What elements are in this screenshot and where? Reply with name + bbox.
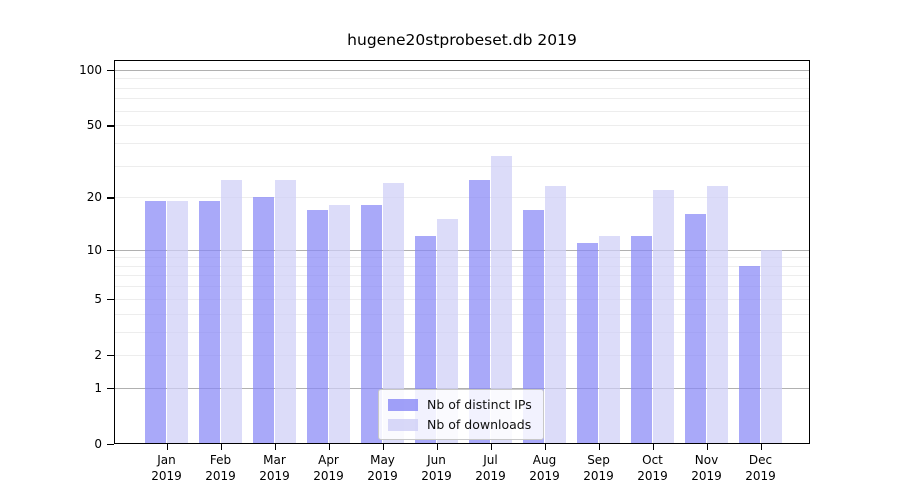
bar-aug-distinct-ips <box>522 209 545 444</box>
x-label-oct: Oct 2019 <box>637 453 668 483</box>
x-label-jun: Jun 2019 <box>421 453 452 483</box>
y-tick-10 <box>107 249 114 251</box>
major-gridline <box>114 387 810 389</box>
bar-feb-distinct-ips <box>198 201 221 444</box>
minor-gridline <box>114 125 810 127</box>
bar-sep-distinct-ips <box>576 242 599 444</box>
x-label-dec: Dec 2019 <box>745 453 776 483</box>
legend-label-downloads: Nb of downloads <box>427 417 532 432</box>
y-label-5: 5 <box>94 291 102 306</box>
bar-nov-distinct-ips <box>684 214 707 444</box>
minor-gridline <box>114 275 810 277</box>
x-tick-jan <box>166 444 168 450</box>
x-tick-apr <box>328 444 330 450</box>
bar-mar-downloads <box>274 179 297 444</box>
x-tick-feb <box>220 444 222 450</box>
legend-swatch-distinct-ips <box>388 398 418 411</box>
x-label-aug: Aug 2019 <box>529 453 560 483</box>
y-tick-5 <box>107 298 114 301</box>
legend-item-downloads: Nb of downloads <box>388 417 532 432</box>
minor-gridline <box>114 78 810 80</box>
bar-oct-downloads <box>652 189 675 444</box>
bar-dec-distinct-ips <box>738 265 761 444</box>
bar-jan-downloads <box>166 201 189 444</box>
y-label-20: 20 <box>86 190 102 205</box>
x-label-apr: Apr 2019 <box>313 453 344 483</box>
minor-gridline <box>114 110 810 112</box>
minor-gridline <box>114 298 810 300</box>
major-gridline <box>114 69 810 71</box>
y-label-50: 50 <box>86 118 102 133</box>
x-label-jul: Jul 2019 <box>475 453 506 483</box>
bar-may-downloads <box>382 183 405 444</box>
bar-nov-downloads <box>706 186 729 444</box>
y-label-1: 1 <box>94 380 102 395</box>
x-tick-sep <box>598 444 600 450</box>
minor-gridline <box>114 142 810 144</box>
legend: Nb of distinct IPs Nb of downloads <box>378 389 544 440</box>
y-label-10: 10 <box>86 242 102 257</box>
minor-gridline <box>114 313 810 315</box>
minor-gridline <box>114 257 810 259</box>
minor-gridline <box>114 165 810 167</box>
legend-item-distinct-ips: Nb of distinct IPs <box>388 397 532 412</box>
bar-oct-distinct-ips <box>630 236 653 444</box>
x-tick-dec <box>760 444 762 450</box>
bar-feb-downloads <box>220 179 243 444</box>
major-gridline <box>114 249 810 251</box>
x-tick-may <box>382 444 384 450</box>
y-tick-50 <box>107 125 114 127</box>
bar-apr-distinct-ips <box>306 209 329 444</box>
minor-gridline <box>114 331 810 333</box>
minor-gridline <box>114 265 810 267</box>
legend-label-distinct-ips: Nb of distinct IPs <box>427 397 532 412</box>
x-tick-jun <box>436 444 438 450</box>
bar-may-distinct-ips <box>360 205 383 444</box>
y-label-0: 0 <box>94 437 102 451</box>
y-tick-0 <box>107 444 114 446</box>
y-label-2: 2 <box>94 347 102 362</box>
bar-aug-downloads <box>544 186 567 444</box>
y-tick-1 <box>107 387 114 390</box>
bar-mar-distinct-ips <box>252 197 275 444</box>
minor-gridline <box>114 87 810 89</box>
legend-swatch-downloads <box>388 418 418 431</box>
x-tick-nov <box>706 444 708 450</box>
bar-jun-downloads <box>436 219 459 444</box>
bar-dec-downloads <box>760 249 783 444</box>
x-label-jan: Jan 2019 <box>151 453 182 483</box>
bar-jul-downloads <box>490 155 513 444</box>
minor-gridline <box>114 286 810 288</box>
x-label-nov: Nov 2019 <box>691 453 722 483</box>
x-tick-aug <box>544 444 546 450</box>
minor-gridline <box>114 98 810 100</box>
minor-gridline <box>114 197 810 199</box>
y-tick-20 <box>107 197 114 199</box>
bar-apr-downloads <box>328 205 351 444</box>
x-tick-mar <box>274 444 276 450</box>
y-tick-2 <box>107 354 114 357</box>
bar-jan-distinct-ips <box>144 201 167 444</box>
x-tick-jul <box>490 444 492 450</box>
x-label-sep: Sep 2019 <box>583 453 614 483</box>
minor-gridline <box>114 354 810 356</box>
x-label-mar: Mar 2019 <box>259 453 290 483</box>
y-label-100: 100 <box>79 62 102 77</box>
x-tick-oct <box>652 444 654 450</box>
x-label-may: May 2019 <box>367 453 398 483</box>
bar-jul-distinct-ips <box>468 179 491 444</box>
x-label-feb: Feb 2019 <box>205 453 236 483</box>
y-tick-100 <box>107 69 114 72</box>
chart-title: hugene20stprobeset.db 2019 <box>347 31 577 49</box>
bar-sep-downloads <box>598 236 621 444</box>
